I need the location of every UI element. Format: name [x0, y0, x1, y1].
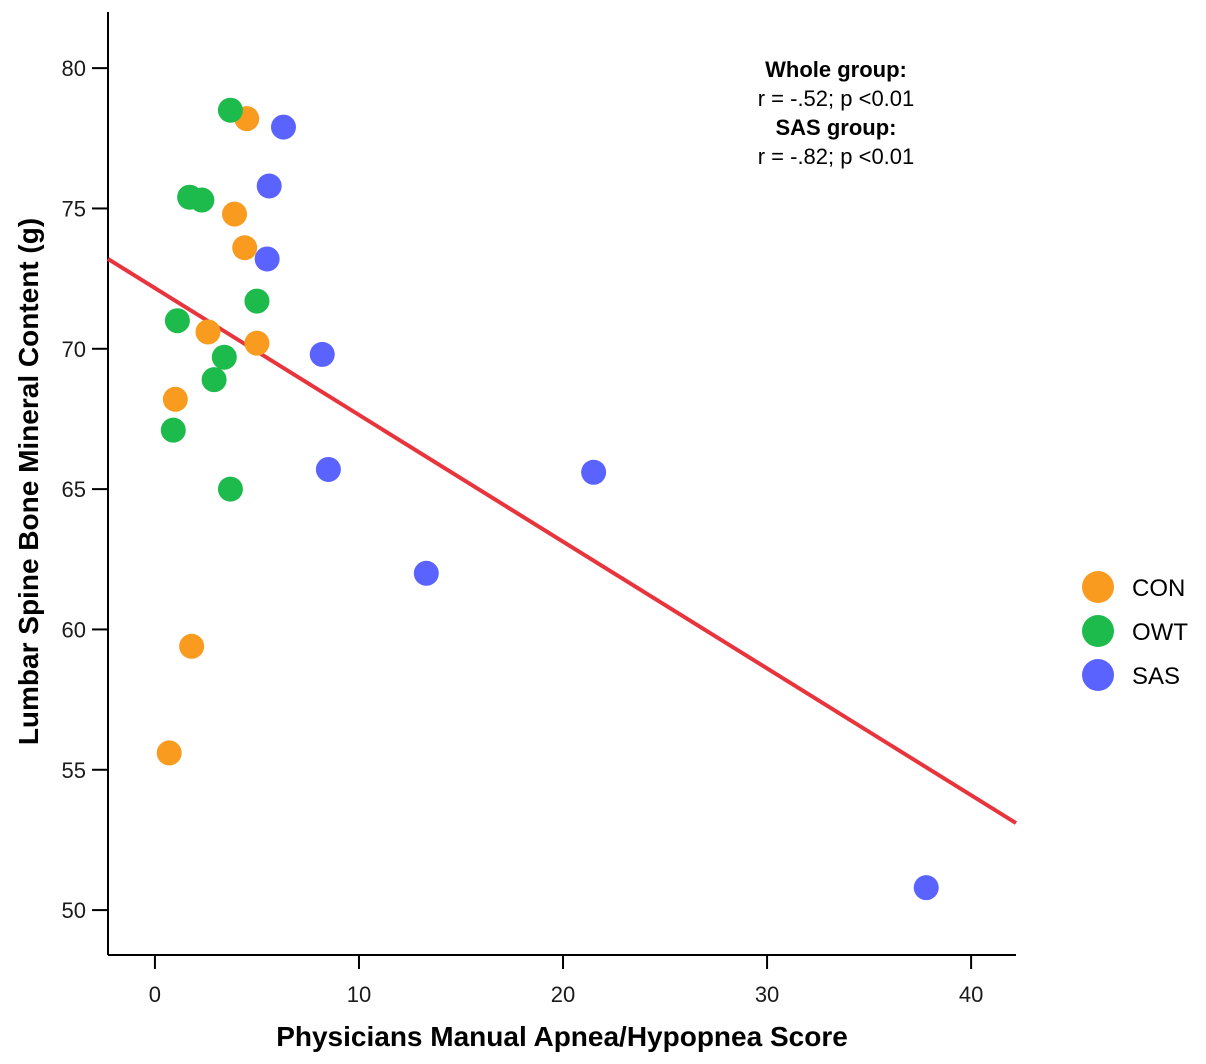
legend-label-con: CON [1132, 575, 1185, 602]
point-con [195, 319, 221, 345]
point-owt [217, 476, 243, 502]
point-sas [581, 459, 607, 485]
point-owt [164, 308, 190, 334]
point-sas [254, 246, 280, 272]
annotation-line: r = -.52; p <0.01 [758, 86, 915, 111]
x-tick-label: 0 [149, 982, 161, 1007]
point-con [232, 235, 258, 261]
axes [107, 12, 1016, 956]
legend-swatch-sas [1082, 659, 1114, 691]
annotation-line: Whole group: [765, 57, 907, 82]
point-owt [211, 344, 237, 370]
x-tick-label: 20 [551, 982, 575, 1007]
point-sas [270, 114, 296, 140]
annotation-line: r = -.82; p <0.01 [758, 144, 915, 169]
legend-label-owt: OWT [1132, 619, 1188, 646]
point-owt [189, 187, 215, 213]
legend-swatch-owt [1082, 615, 1114, 647]
point-owt [201, 367, 227, 393]
point-owt [244, 288, 270, 314]
y-ticks: 50 55 60 65 70 75 80 [62, 56, 108, 923]
y-tick-label: 80 [62, 56, 86, 81]
point-owt [160, 417, 186, 443]
y-tick-label: 50 [62, 898, 86, 923]
data-points [156, 97, 939, 901]
legend-swatch-con [1082, 571, 1114, 603]
y-axis-title: Lumbar Spine Bone Mineral Content (g) [13, 218, 44, 745]
point-sas [413, 560, 439, 586]
x-ticks: 0 10 20 30 40 [149, 955, 983, 1007]
y-tick-label: 70 [62, 337, 86, 362]
point-con [222, 201, 248, 227]
point-owt [217, 97, 243, 123]
y-tick-label: 60 [62, 617, 86, 642]
x-axis-title: Physicians Manual Apnea/Hypopnea Score [276, 1021, 848, 1052]
point-con [156, 740, 182, 766]
annotation-block: Whole group: r = -.52; p <0.01 SAS group: r… [758, 57, 915, 169]
y-tick-label: 75 [62, 196, 86, 221]
x-tick-label: 10 [347, 982, 371, 1007]
point-sas [315, 456, 341, 482]
point-sas [913, 875, 939, 901]
point-sas [309, 341, 335, 367]
legend: CON OWT SAS [1082, 571, 1188, 691]
point-sas [256, 173, 282, 199]
y-tick-label: 65 [62, 477, 86, 502]
legend-label-sas: SAS [1132, 663, 1180, 690]
annotation-line: SAS group: [776, 115, 897, 140]
y-tick-label: 55 [62, 758, 86, 783]
point-con [244, 330, 270, 356]
x-tick-label: 30 [755, 982, 779, 1007]
point-con [179, 633, 205, 659]
x-tick-label: 40 [959, 982, 983, 1007]
point-con [162, 386, 188, 412]
regression-line [106, 257, 1018, 825]
